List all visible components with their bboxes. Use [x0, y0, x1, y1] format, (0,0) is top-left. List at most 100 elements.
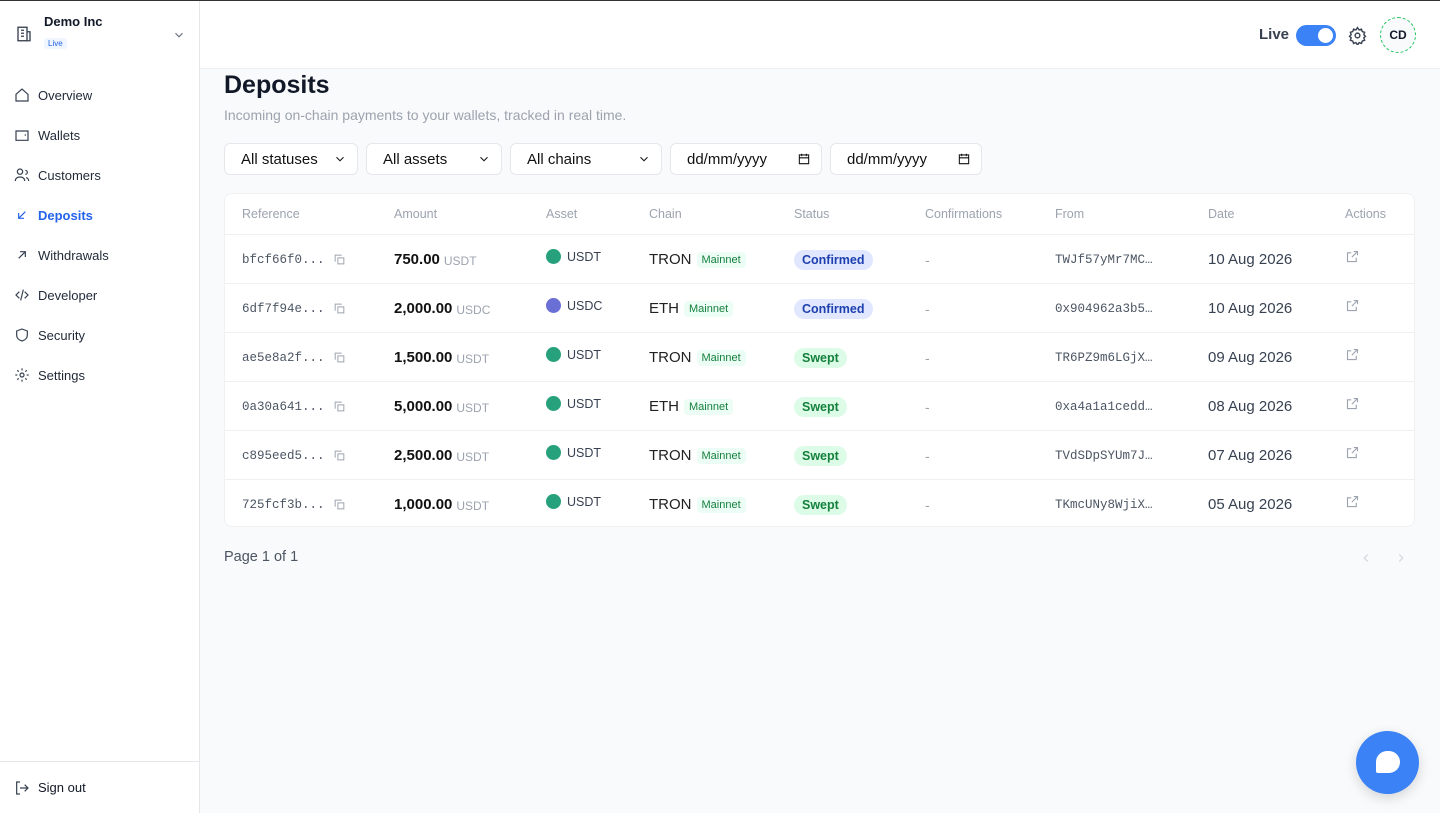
calendar-icon [958, 153, 970, 165]
asset: USDC [567, 298, 603, 313]
copy-button[interactable] [333, 498, 346, 511]
column-header: Actions [1345, 207, 1386, 221]
date-cell: 05 Aug 2026 [1208, 480, 1292, 529]
filter[interactable]: All statuses [224, 143, 358, 175]
open-link[interactable] [1345, 494, 1360, 509]
table-row: 725fcf3b... 1,000.00 USDT USDT TRON Mainnet Sw… [225, 479, 1414, 528]
nav-icon [18, 211, 26, 219]
copy-button[interactable] [333, 302, 346, 315]
chevron [175, 32, 183, 38]
prev-page[interactable] [1359, 551, 1373, 565]
date: 07 Aug 2026 [1208, 447, 1293, 464]
reference-cell: 6df7f94e... [242, 284, 346, 333]
actions-cell [1345, 382, 1360, 431]
from-address: 0x904962a3b5… [1055, 301, 1153, 316]
nav-item[interactable]: Security [0, 315, 199, 355]
copy-button[interactable] [333, 400, 346, 413]
copy-button[interactable] [333, 253, 346, 266]
nav-item[interactable]: Overview [0, 75, 199, 115]
amount: 2,500.00 [394, 447, 453, 464]
actions-cell [1345, 284, 1360, 333]
org-icon [17, 26, 31, 42]
asset: USDT [567, 396, 602, 411]
column-header: From [1055, 207, 1085, 221]
date-cell: 10 Aug 2026 [1208, 235, 1292, 284]
from-cell: TKmcUNy8WjiX… [1055, 480, 1153, 529]
calendar-icon [798, 153, 810, 165]
nav-item[interactable]: Deposits [0, 195, 199, 235]
confirmations: - [925, 349, 930, 366]
amount-cell: 1,000.00 USDT [394, 480, 489, 529]
copy-icon [334, 401, 344, 412]
external-link-icon [1346, 397, 1359, 410]
nav-label: Security [38, 327, 85, 343]
amount-unit: USDT [456, 499, 490, 513]
sign-out[interactable]: Sign out [0, 761, 199, 813]
org-badge: Live [44, 38, 67, 49]
amount: 5,000.00 [394, 398, 453, 415]
filter[interactable]: dd/mm/yyyy [670, 143, 822, 175]
open-link[interactable] [1345, 249, 1360, 264]
date-cell: 09 Aug 2026 [1208, 333, 1292, 382]
external-link-icon [1346, 250, 1359, 263]
asset: USDT [567, 249, 602, 264]
settings-button[interactable] [1348, 26, 1367, 45]
status-badge: Confirmed [794, 249, 873, 270]
filter[interactable]: All assets [366, 143, 502, 175]
copy-button[interactable] [333, 351, 346, 364]
status-cell: Swept [794, 333, 847, 382]
actions-cell [1345, 431, 1360, 480]
open-link[interactable] [1345, 298, 1360, 313]
date: 10 Aug 2026 [1208, 251, 1293, 268]
from-address: 0xa4a1a1cedd… [1055, 399, 1153, 414]
open-link[interactable] [1345, 347, 1360, 362]
chat-button[interactable] [1356, 731, 1419, 794]
reference: 0a30a641... [242, 399, 325, 414]
amount-unit: USDC [456, 303, 491, 317]
open-link[interactable] [1345, 445, 1360, 460]
from-cell: TR6PZ9m6LGjX… [1055, 333, 1153, 382]
asset: USDT [567, 445, 602, 460]
actions-cell [1345, 333, 1360, 382]
copy-icon [334, 352, 344, 363]
filters: All statuses All assets All chains dd/mm/yy… [224, 143, 982, 175]
reference-cell: 725fcf3b... [242, 480, 346, 529]
topbar: Live CD [200, 1, 1440, 69]
column-header: Confirmations [925, 207, 1003, 221]
org-switcher[interactable]: Demo Inc Live [0, 1, 199, 67]
asset-cell: USDT [546, 333, 601, 382]
live-toggle[interactable] [1296, 25, 1336, 46]
from-address: TWJf57yMr7MC… [1055, 252, 1153, 267]
reference: c895eed5... [242, 448, 325, 463]
network-badge: Mainnet [684, 300, 734, 317]
asset-icon [546, 249, 561, 264]
nav-item[interactable]: Settings [0, 355, 199, 395]
table-row: bfcf66f0... 750.00 USDT USDT TRON Mainnet Conf… [225, 234, 1414, 283]
chain: TRON [649, 496, 692, 513]
column-header: Reference [242, 207, 300, 221]
from-cell: TVdSDpSYUm7J… [1055, 431, 1153, 480]
confirmations: - [925, 251, 930, 268]
filter[interactable]: All chains [510, 143, 662, 175]
page-subtitle: Incoming on-chain payments to your walle… [224, 107, 627, 123]
nav-label: Customers [38, 167, 101, 183]
avatar[interactable]: CD [1380, 17, 1416, 53]
confirmations-cell: - [925, 480, 930, 529]
copy-button[interactable] [333, 449, 346, 462]
confirmations-cell: - [925, 333, 930, 382]
nav-item[interactable]: Developer [0, 275, 199, 315]
confirmations: - [925, 300, 930, 317]
status-cell: Swept [794, 431, 847, 480]
chain: TRON [649, 447, 692, 464]
chain: ETH [649, 398, 679, 415]
open-link[interactable] [1345, 396, 1360, 411]
nav-item[interactable]: Wallets [0, 115, 199, 155]
nav-item[interactable]: Customers [0, 155, 199, 195]
confirmations: - [925, 447, 930, 464]
next-page[interactable] [1394, 551, 1408, 565]
network-badge: Mainnet [696, 496, 746, 513]
nav-item[interactable]: Withdrawals [0, 235, 199, 275]
reference: ae5e8a2f... [242, 350, 325, 365]
filter[interactable]: dd/mm/yyyy [830, 143, 982, 175]
asset: USDT [567, 347, 602, 362]
